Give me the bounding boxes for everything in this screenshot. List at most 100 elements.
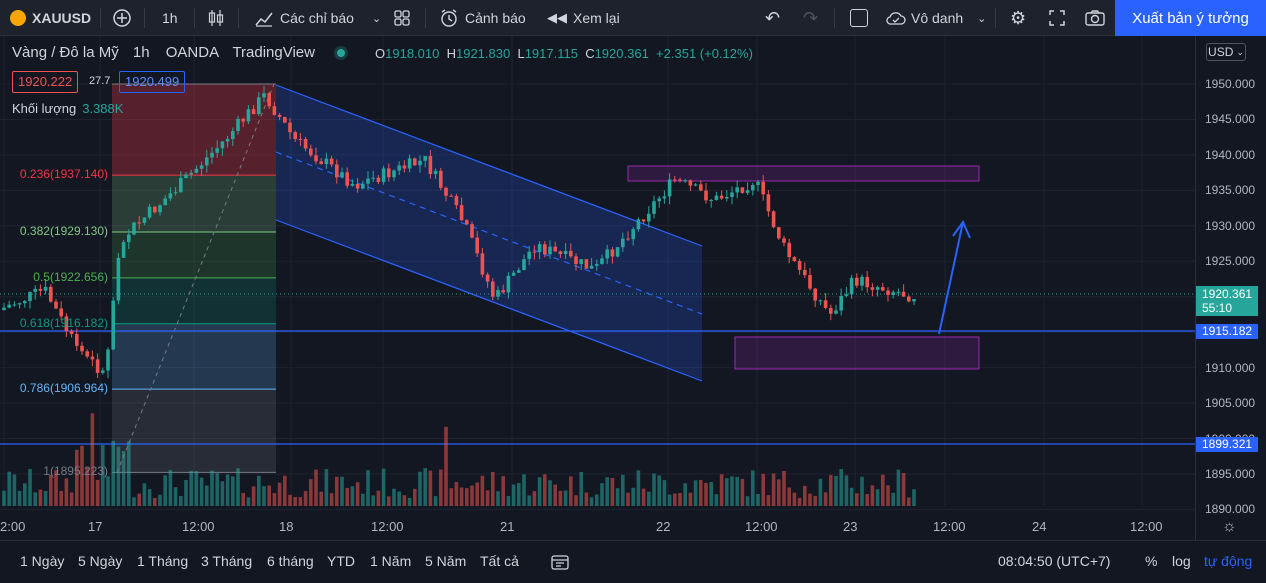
indicators-button[interactable]: Các chỉ báo ⌄	[254, 0, 381, 36]
volume-bar	[236, 468, 240, 506]
volume-bar	[132, 497, 136, 506]
range-button[interactable]: 3 Tháng	[201, 553, 253, 569]
volume-bar	[340, 476, 344, 506]
candle-body	[537, 244, 542, 253]
volume-bar	[782, 470, 786, 506]
candle-body	[350, 183, 355, 186]
arrow-line	[938, 221, 964, 335]
volume-bar	[709, 482, 713, 506]
time-tick-label: 17	[88, 519, 103, 534]
volume-bar	[662, 480, 667, 506]
templates-button[interactable]	[393, 0, 411, 36]
range-button[interactable]: 5 Ngày	[78, 553, 123, 569]
volume-bar	[527, 495, 531, 506]
volume-bar	[475, 482, 479, 506]
fib-level-label: 0.5(1922.656)	[33, 269, 108, 284]
volume-bar	[257, 475, 261, 506]
candle-body	[553, 246, 557, 252]
candle-body	[64, 316, 69, 332]
volume-bar	[667, 494, 672, 506]
redo-button[interactable]: ↷	[803, 0, 818, 36]
symbol-search[interactable]: XAUUSD	[10, 0, 91, 36]
plus-circle-icon	[113, 9, 131, 27]
sell-price-button[interactable]: 1920.222	[12, 71, 79, 93]
currency-select[interactable]: USD ⌄	[1206, 43, 1246, 61]
candle-body	[262, 93, 266, 98]
candle-body	[314, 155, 318, 162]
candle-body	[272, 106, 277, 115]
volume-bar	[574, 495, 578, 506]
range-button[interactable]: 6 tháng	[267, 553, 314, 569]
volume-bar	[896, 469, 901, 506]
volume-bar	[418, 471, 422, 506]
alerts-button[interactable]: Cảnh báo	[439, 0, 526, 36]
volume-bar	[699, 479, 703, 506]
candle-body	[543, 244, 547, 255]
candle-body	[662, 196, 667, 199]
snapshot-button[interactable]	[1084, 0, 1106, 36]
undo-button[interactable]: ↶	[765, 0, 780, 36]
fib-trend-line	[116, 83, 275, 473]
log-scale-button[interactable]: log	[1172, 553, 1191, 569]
chart-type-button[interactable]	[207, 0, 225, 36]
volume-bar	[324, 469, 329, 506]
replay-label: Xem lại	[573, 10, 620, 26]
undo-icon: ↶	[765, 7, 781, 28]
candle-body	[257, 97, 261, 115]
volume-bar	[293, 497, 297, 506]
candle-body	[745, 190, 750, 193]
candle-body	[158, 205, 162, 213]
candle-body	[147, 206, 152, 218]
range-button[interactable]: 5 Năm	[425, 553, 467, 569]
range-button[interactable]: Tất cả	[480, 553, 519, 569]
range-button[interactable]: 1 Năm	[370, 553, 412, 569]
volume-bar	[95, 479, 100, 506]
percent-scale-button[interactable]: %	[1145, 553, 1158, 569]
buy-price-button[interactable]: 1920.499	[119, 71, 186, 93]
layout-name-button[interactable]: Vô danh ⌄	[885, 0, 986, 36]
axis-settings-button[interactable]: ☼	[1222, 518, 1237, 536]
publish-idea-button[interactable]: Xuất bản ý tưởng	[1115, 0, 1266, 36]
candle-body	[184, 174, 188, 179]
candle-body	[210, 152, 214, 158]
time-tick-label: 21	[500, 519, 515, 534]
range-button[interactable]: YTD	[327, 553, 355, 569]
volume-bar	[558, 490, 563, 506]
settings-button[interactable]: ⚙	[1010, 0, 1026, 36]
candle-body	[116, 257, 121, 301]
volume-bar	[449, 488, 453, 506]
volume-bar	[834, 476, 838, 506]
volume-bar	[730, 476, 734, 506]
candle-body	[579, 259, 583, 265]
candle-body	[818, 300, 823, 302]
candle-body	[251, 109, 256, 115]
goto-date-button[interactable]	[550, 553, 570, 574]
range-button[interactable]: 1 Tháng	[137, 553, 189, 569]
candle-body	[2, 307, 6, 310]
auto-scale-button[interactable]: tự động	[1204, 553, 1253, 569]
replay-button[interactable]: ◀◀ Xem lại	[547, 0, 620, 36]
volume-bar	[59, 490, 63, 506]
candle-body	[584, 259, 589, 269]
fullscreen-layout-button[interactable]	[850, 0, 868, 36]
volume-bar	[719, 474, 724, 506]
sun-gear-icon: ☼	[1222, 518, 1237, 535]
compare-button[interactable]	[112, 0, 132, 36]
candle-body	[361, 183, 365, 189]
candle-body	[225, 138, 230, 142]
fullscreen-button[interactable]	[1048, 0, 1066, 36]
volume-bar	[158, 494, 162, 506]
volume-bar	[813, 495, 817, 506]
volume-bar	[319, 491, 323, 506]
market-status-dot	[337, 49, 346, 58]
expand-icon	[1049, 10, 1065, 26]
candle-body	[459, 205, 464, 221]
price-chart[interactable]	[0, 36, 1195, 540]
clock-label[interactable]: 08:04:50 (UTC+7)	[998, 553, 1111, 569]
candle-body	[782, 238, 786, 243]
interval-button[interactable]: 1h	[162, 10, 178, 26]
candle-body	[610, 249, 615, 257]
range-button[interactable]: 1 Ngày	[20, 553, 65, 569]
volume-bar	[844, 475, 849, 506]
candle-body	[532, 251, 537, 253]
